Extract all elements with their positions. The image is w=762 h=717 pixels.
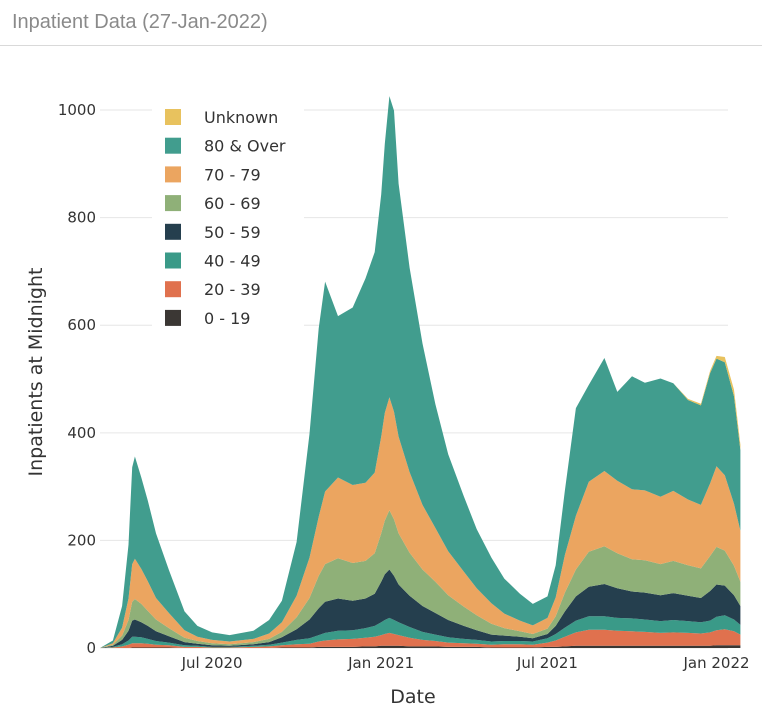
legend-swatch [165,309,181,326]
legend-item[interactable]: Unknown [165,108,278,127]
page-title: Inpatient Data (27-Jan-2022) [12,11,268,33]
legend-item[interactable]: 20 - 39 [165,280,261,299]
area-series-70-79 [100,397,741,648]
x-tick-label: Jan 2021 [347,654,414,672]
x-axis-title: Date [390,686,435,708]
legend-item[interactable]: 70 - 79 [165,165,261,184]
y-tick-label: 400 [67,424,96,442]
legend-item[interactable]: 40 - 49 [165,252,261,271]
legend-swatch [165,223,181,240]
y-tick-label: 600 [67,316,96,334]
page-header: Inpatient Data (27-Jan-2022) [0,0,762,46]
y-tick-label: 0 [86,639,96,657]
legend[interactable]: Unknown 80 & Over 70 - 79 60 - 69 50 - 59 40 … [152,102,304,334]
x-tick-label: Jan 2022 [682,654,749,672]
stacked-areas [100,96,741,649]
y-tick-label: 800 [67,209,96,227]
legend-swatch [165,252,181,269]
area-series-0-19 [100,645,741,648]
x-tick-label: Jul 2020 [181,654,243,672]
legend-label: 40 - 49 [204,252,261,271]
area-series-80-over [100,96,741,649]
legend-label: 60 - 69 [204,194,261,213]
legend-item[interactable]: 0 - 19 [165,309,250,328]
legend-swatch [165,166,181,183]
legend-swatch [165,137,181,154]
legend-swatch [165,281,181,298]
area-series-40-49 [100,615,741,648]
legend-swatch [165,109,181,125]
legend-item[interactable]: 60 - 69 [165,194,261,213]
legend-label: 50 - 59 [204,223,261,242]
area-series-20-39 [100,629,741,648]
legend-label: 20 - 39 [204,280,261,299]
area-series-60-69 [100,510,741,648]
y-axis-title: Inpatients at Midnight [25,268,47,477]
legend-label: 80 & Over [204,137,286,156]
legend-label: 70 - 79 [204,165,261,184]
area-series-50-59 [100,569,741,648]
legend-label: Unknown [204,108,278,127]
x-tick-label: Jul 2021 [516,654,578,672]
legend-label: 0 - 19 [204,309,250,328]
y-tick-label: 1000 [58,101,96,119]
legend-item[interactable]: 80 & Over [165,137,286,156]
y-axis-ticks: 0 200 400 600 800 1000 [58,101,96,657]
legend-item[interactable]: 50 - 59 [165,223,261,242]
y-tick-label: 200 [67,531,96,549]
x-axis-ticks: Jul 2020 Jan 2021 Jul 2021 Jan 2022 [181,654,750,672]
legend-swatch [165,195,181,212]
